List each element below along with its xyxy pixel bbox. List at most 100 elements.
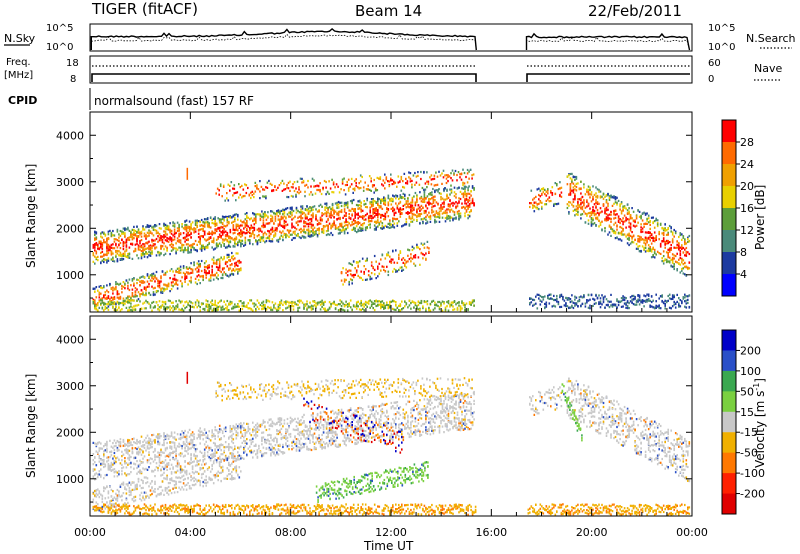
- data-cell: [414, 264, 417, 267]
- data-cell: [124, 254, 126, 257]
- data-cell: [410, 204, 412, 207]
- data-cell: [262, 213, 265, 216]
- data-cell: [267, 211, 269, 214]
- data-cell: [274, 302, 277, 305]
- data-cell: [291, 222, 293, 225]
- data-cell: [386, 210, 388, 213]
- data-cell: [182, 265, 185, 268]
- data-cell: [211, 302, 213, 306]
- data-cell: [271, 301, 274, 304]
- data-cell: [232, 244, 235, 248]
- data-cell: [586, 301, 588, 304]
- data-cell: [241, 184, 243, 187]
- data-cell: [279, 301, 281, 304]
- data-cell: [438, 207, 441, 210]
- data-cell: [121, 301, 123, 305]
- data-cell: [258, 230, 260, 233]
- data-cell: [467, 204, 469, 208]
- data-cell: [322, 225, 325, 228]
- data-cell: [196, 275, 198, 278]
- data-cell: [319, 218, 322, 221]
- data-cell: [232, 232, 235, 235]
- data-cell: [568, 204, 570, 207]
- data-cell: [324, 212, 326, 215]
- data-cell: [614, 196, 617, 199]
- data-cell: [104, 241, 107, 244]
- data-cell: [145, 237, 147, 240]
- data-cell: [589, 193, 591, 196]
- data-cell: [392, 194, 394, 197]
- data-cell: [151, 279, 153, 282]
- data-cell: [325, 230, 328, 233]
- data-cell: [395, 270, 397, 273]
- data-cell: [130, 302, 132, 305]
- data-cell: [586, 199, 588, 202]
- data-cell: [373, 254, 376, 258]
- data-cell: [330, 226, 332, 229]
- data-cell: [283, 182, 285, 185]
- data-cell: [444, 174, 446, 177]
- data-cell: [610, 213, 612, 216]
- data-cell: [128, 299, 131, 302]
- data-cell: [649, 231, 651, 234]
- data-cell: [237, 224, 239, 228]
- data-cell: [289, 212, 292, 215]
- data-cell: [142, 302, 144, 305]
- data-cell: [364, 202, 367, 205]
- data-cell: [151, 252, 153, 255]
- data-cell: [580, 213, 582, 216]
- data-cell: [283, 212, 286, 215]
- data-cell: [678, 262, 680, 265]
- data-cell: [190, 244, 192, 247]
- data-cell: [452, 308, 454, 311]
- data-cell: [149, 247, 152, 250]
- data-cell: [280, 215, 283, 219]
- data-cell: [592, 208, 594, 211]
- data-cell: [577, 211, 579, 214]
- data-cell: [341, 180, 344, 183]
- data-cell: [459, 212, 462, 215]
- data-cell: [136, 288, 138, 291]
- data-cell: [435, 189, 438, 192]
- data-cell: [179, 249, 182, 252]
- data-cell: [220, 276, 222, 280]
- data-cell: [593, 203, 596, 206]
- data-cell: [279, 237, 281, 240]
- data-cell: [106, 284, 108, 287]
- data-cell: [348, 280, 350, 284]
- data-cell: [202, 229, 204, 232]
- data-cell: [536, 207, 539, 210]
- data-cell: [538, 208, 540, 211]
- data-cell: [298, 299, 301, 302]
- data-cell: [375, 277, 377, 280]
- data-cell: [370, 180, 372, 183]
- data-cell: [164, 303, 167, 306]
- data-cell: [237, 303, 239, 306]
- data-cell: [352, 218, 355, 221]
- data-cell: [176, 279, 179, 282]
- data-cell: [235, 223, 238, 226]
- data-cell: [596, 208, 599, 212]
- data-cell: [396, 185, 398, 188]
- data-cell: [622, 217, 624, 220]
- data-cell: [450, 190, 453, 193]
- data-cell: [172, 248, 174, 251]
- data-cell: [116, 249, 119, 253]
- data-cell: [391, 183, 394, 186]
- data-cell: [541, 295, 543, 299]
- data-cell: [300, 214, 302, 217]
- data-cell: [375, 201, 377, 204]
- data-cell: [681, 261, 683, 264]
- data-cell: [128, 288, 131, 292]
- data-cell: [228, 245, 230, 248]
- data-cell: [339, 201, 341, 204]
- data-cell: [142, 293, 144, 296]
- data-cell: [131, 238, 134, 241]
- data-cell: [408, 215, 411, 218]
- data-cell: [122, 258, 125, 261]
- data-cell: [414, 254, 417, 257]
- data-cell: [473, 304, 475, 307]
- data-cell: [676, 261, 678, 264]
- data-cell: [169, 244, 171, 247]
- data-cell: [352, 222, 355, 226]
